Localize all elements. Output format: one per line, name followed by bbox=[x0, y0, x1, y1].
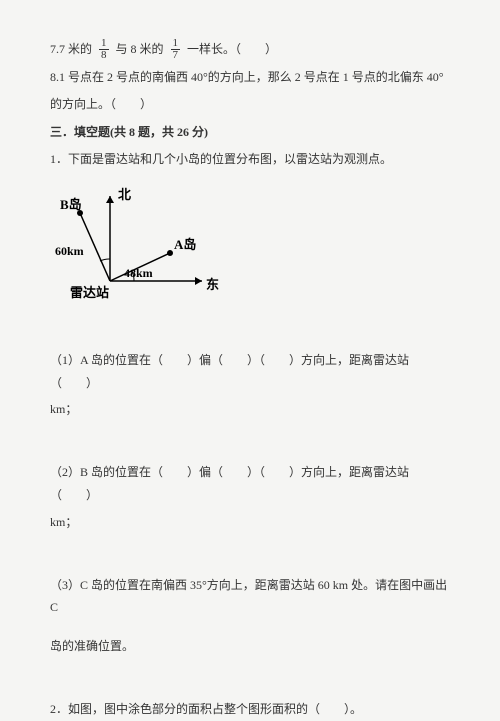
q1-part2-a: （2）B 岛的位置在（ ）偏（ ）（ ）方向上，距离雷达站（ ） bbox=[50, 461, 450, 507]
label-north: 北 bbox=[118, 187, 131, 202]
label-a-island: A岛 bbox=[174, 237, 196, 252]
label-radar: 雷达站 bbox=[70, 285, 109, 300]
section-3-title: 三．填空题(共 8 题，共 26 分) bbox=[50, 121, 450, 144]
label-b-island: B岛 bbox=[60, 197, 82, 212]
q1-part3-b: 岛的准确位置。 bbox=[50, 635, 450, 658]
question-7: 7.7 米的 1 8 与 8 米的 1 7 一样长。（ ） bbox=[50, 38, 450, 62]
q7-suffix: 一样长。（ ） bbox=[187, 42, 277, 56]
question-8-line1: 8.1 号点在 2 号点的南偏西 40°的方向上，那么 2 号点在 1 号点的北… bbox=[50, 66, 450, 89]
q1-part3-a: （3）C 岛的位置在南偏西 35°方向上，距离雷达站 60 km 处。请在图中画… bbox=[50, 574, 450, 620]
label-48km: 48km bbox=[124, 266, 153, 280]
q1-part1-a: （1）A 岛的位置在（ ）偏（ ）（ ）方向上，距离雷达站（ ） bbox=[50, 349, 450, 395]
question-2: 2．如图，图中涂色部分的面积占整个图形面积的（ ）。 bbox=[50, 698, 450, 721]
q1-part2-b: km； bbox=[50, 511, 450, 534]
label-60km: 60km bbox=[55, 244, 84, 258]
fraction-1-7: 1 7 bbox=[171, 38, 181, 61]
q7-mid: 与 8 米的 bbox=[116, 42, 164, 56]
question-1-intro: 1．下面是雷达站和几个小岛的位置分布图，以雷达站为观测点。 bbox=[50, 148, 450, 171]
q1-part1-b: km； bbox=[50, 398, 450, 421]
q7-prefix: 7.7 米的 bbox=[50, 42, 92, 56]
fraction-1-8: 1 8 bbox=[99, 38, 109, 61]
question-8-line2: 的方向上。（ ） bbox=[50, 93, 450, 116]
label-east: 东 bbox=[206, 277, 219, 292]
radar-diagram: 北 东 B岛 A岛 60km 48km 雷达站 bbox=[52, 181, 450, 329]
